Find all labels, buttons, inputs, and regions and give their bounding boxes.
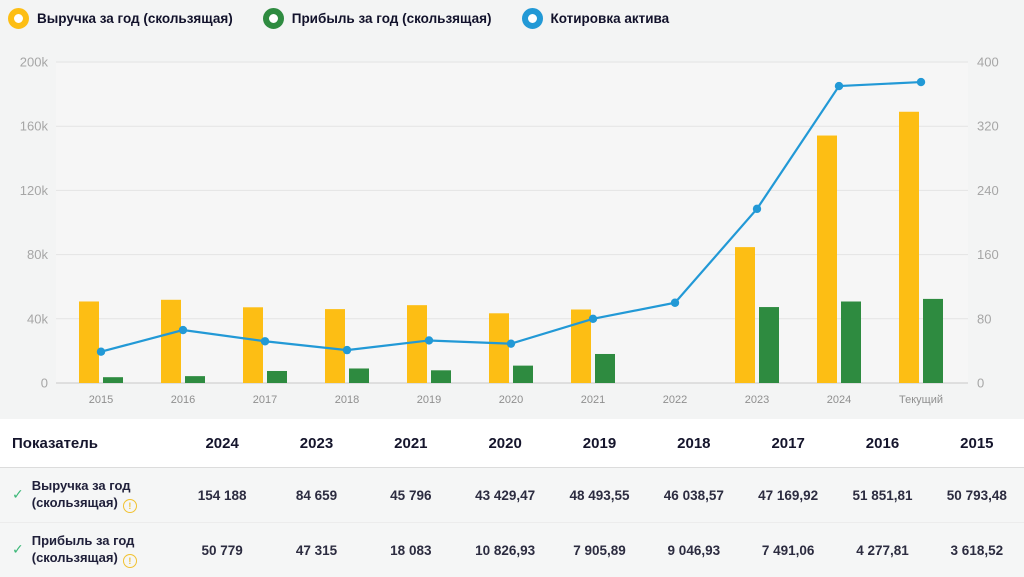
svg-text:2020: 2020 [499,394,523,406]
table-cell: 154 188 [197,487,247,503]
legend-item-quote[interactable]: Котировка актива [521,7,670,29]
table-cell: 9 046,93 [667,542,721,558]
table-cell: 50 779 [201,542,243,558]
svg-text:2018: 2018 [335,394,359,406]
table-header-year: 2015 [960,434,994,452]
svg-text:2023: 2023 [745,394,769,406]
svg-text:80: 80 [977,311,991,326]
profit-row-label: Прибыль за год (скользящая)! [32,532,137,569]
svg-text:120k: 120k [20,183,49,198]
table-cell: 7 905,89 [573,542,626,558]
table-cell: 84 659 [295,487,338,503]
svg-text:40k: 40k [27,311,48,326]
table-header-year: 2016 [865,434,900,452]
profit-label-line2: (скользящая) [31,550,118,566]
legend-item-profit[interactable]: Прибыль за год (скользящая) [262,7,492,29]
table-cell: 48 493,55 [569,487,630,503]
table-row-profit: ✓ Прибыль за год (скользящая)! 50 779 47… [0,523,1024,577]
quote-donut-icon [521,7,543,29]
profit-label-cell: ✓ Прибыль за год (скользящая)! [0,532,175,569]
table-cell: 10 826,93 [475,542,536,558]
metrics-table: Показатель 2024 2023 2021 2020 2019 2018… [0,419,1024,577]
table-header-metric: Показатель [12,434,99,452]
table-cell: 4 277,81 [856,542,909,558]
svg-text:200k: 200k [20,55,49,70]
svg-text:2024: 2024 [827,394,851,406]
combo-chart: 0 0 40k 80 80k 160 120k 240 160k 320 200k 400 2015 20… [20,55,999,407]
chart-area: 0 0 40k 80 80k 160 120k 240 160k 320 200k 400 2015 20… [0,36,1024,410]
svg-text:2015: 2015 [89,394,113,406]
table-header-year: 2019 [582,434,617,452]
svg-text:240: 240 [977,183,999,198]
table-cell: 43 429,47 [475,487,536,503]
svg-text:2019: 2019 [417,394,441,406]
profit-donut-icon [262,7,284,29]
svg-text:2017: 2017 [253,394,277,406]
svg-text:Текущий: Текущий [899,394,943,406]
profit-label-line1: Прибыль за год [31,532,135,548]
check-icon[interactable]: ✓ [12,486,24,503]
revenue-row-label: Выручка за год (скользящая)! [32,477,137,514]
svg-text:80k: 80k [27,247,48,262]
revenue-label-cell: ✓ Выручка за год (скользящая)! [0,477,175,514]
table-cell: 3 618,52 [950,542,1004,558]
revenue-label-line1: Выручка за год [31,477,131,493]
table-cell: 46 038,57 [663,487,724,503]
legend-label-revenue: Выручка за год (скользящая) [37,10,233,26]
table-cell: 18 083 [390,542,432,558]
table-header-year: 2017 [771,434,805,452]
table-header-year: 2020 [488,434,522,452]
table-cell: 7 491,06 [761,542,815,558]
table-header-year: 2023 [299,434,334,452]
revenue-donut-icon [8,7,29,29]
svg-text:2021: 2021 [581,394,605,406]
table-cell: 50 793,48 [946,487,1007,503]
legend-label-profit: Прибыль за год (скользящая) [291,10,492,26]
svg-text:160k: 160k [20,119,49,134]
table-header-year: 2024 [205,434,239,452]
svg-text:400: 400 [977,55,999,70]
svg-text:2016: 2016 [171,394,195,406]
revenue-label-line2: (скользящая) [31,495,118,511]
svg-text:2022: 2022 [663,394,687,406]
table-cell: 47 169,92 [758,487,819,503]
table-cell: 51 851,81 [852,487,913,503]
chart-legend: Выручка за год (скользящая) Прибыль за г… [0,0,1024,36]
table-cell: 47 315 [295,542,338,558]
info-icon[interactable]: ! [122,554,137,569]
table-header-row: Показатель 2024 2023 2021 2020 2019 2018… [0,419,1024,468]
table-header-year: 2018 [677,434,711,452]
svg-text:0: 0 [977,376,984,391]
svg-text:0: 0 [41,376,48,391]
table-header-year: 2021 [394,434,428,452]
table-row-revenue: ✓ Выручка за год (скользящая)! 154 188 8… [0,468,1024,523]
legend-item-revenue[interactable]: Выручка за год (скользящая) [8,7,233,29]
table-cell: 45 796 [390,487,432,503]
check-icon[interactable]: ✓ [12,541,24,558]
legend-label-quote: Котировка актива [550,10,670,26]
info-icon[interactable]: ! [122,499,137,514]
svg-text:160: 160 [977,247,999,262]
svg-text:320: 320 [977,119,999,134]
